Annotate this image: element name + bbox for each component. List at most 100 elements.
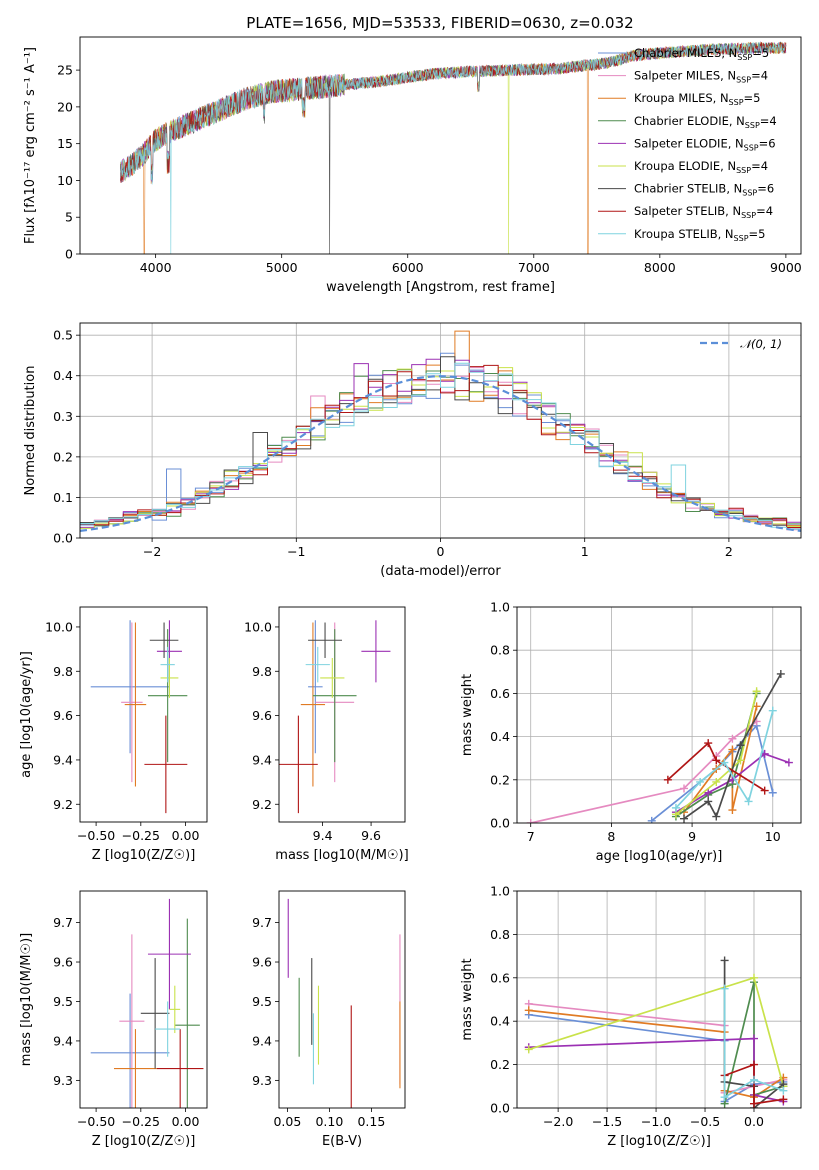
series-marker [779, 1086, 788, 1095]
series-marker [728, 745, 737, 754]
y-tick-label: 0.6 [490, 686, 510, 701]
plot-area [120, 41, 787, 254]
x-tick-label: 9000 [770, 260, 802, 275]
series-line [723, 988, 784, 1099]
x-tick-label: −0.25 [122, 828, 160, 843]
y-tick-label: 0.8 [490, 643, 510, 658]
x-tick-label: 9.6 [361, 828, 381, 843]
plot-area [80, 330, 801, 532]
panel-mass-vs-EBV: 0.05 0.10 0.15 9.3 9.4 9.5 9.6 9.7 E(B-V) [252, 890, 406, 1149]
y-tick-label: 0.6 [490, 970, 510, 985]
x-tick-label: −2 [143, 544, 161, 559]
y-tick-label: 1.0 [490, 884, 510, 899]
series-marker [784, 758, 793, 767]
x-tick-label: −1.0 [641, 1114, 671, 1129]
series-marker [768, 706, 777, 715]
y-axis-label: mass weight [460, 958, 475, 1040]
series-marker [760, 786, 769, 795]
series-marker [704, 797, 713, 806]
series-marker [712, 812, 721, 821]
y-tick-label: 9.8 [252, 664, 272, 679]
y-tick-label: 0.0 [490, 1101, 510, 1116]
y-tick-label: 0.2 [490, 1057, 510, 1072]
y-tick-label: 9.4 [53, 752, 73, 767]
y-tick-label: 0.2 [53, 449, 73, 464]
y-tick-label: 9.4 [252, 752, 272, 767]
series-marker [696, 777, 705, 786]
x-tick-label: 7000 [518, 260, 550, 275]
series-marker [704, 739, 713, 748]
series-marker [712, 777, 721, 786]
x-axis-label: (data-model)/error [380, 564, 501, 579]
series-marker [728, 734, 737, 743]
series-marker [720, 758, 729, 767]
y-tick-label: 9.6 [252, 708, 272, 723]
x-axis-label: E(B-V) [322, 1134, 362, 1149]
legend-entry: Kroupa MILES, NSSP=5 [634, 91, 760, 107]
x-tick-label: 0.05 [273, 1114, 301, 1129]
series-marker [720, 1093, 729, 1102]
series-marker [712, 756, 721, 765]
legend-entry: Chabrier ELODIE, NSSP=4 [634, 114, 777, 130]
series-marker [749, 1099, 758, 1108]
y-tick-label: 9.8 [53, 664, 73, 679]
x-tick-label: 7 [527, 829, 535, 844]
y-tick-label: 0.0 [490, 816, 510, 831]
series-marker [752, 687, 761, 696]
series-marker [524, 1045, 533, 1054]
x-tick-label: −1.5 [592, 1114, 622, 1129]
y-tick-label: 9.6 [53, 955, 73, 970]
axes-frame [79, 890, 208, 1109]
y-tick-label: 10.0 [45, 619, 73, 634]
x-axis-label: mass [log10(M/M☉)] [275, 848, 408, 863]
y-tick-label: 0.4 [53, 368, 73, 383]
x-tick-label: 9 [688, 829, 696, 844]
y-tick-label: 9.7 [53, 915, 73, 930]
y-axis-label: mass [log10(M/M☉)] [19, 933, 34, 1066]
series-marker [680, 784, 689, 793]
legend-entry: Chabrier STELIB, NSSP=6 [634, 182, 774, 198]
y-tick-label: 0.8 [490, 927, 510, 942]
panel-age-vs-Z: −0.50 −0.25 0.00 9.2 9.4 9.6 9.8 10.0 Z [log10(Z… [19, 606, 208, 863]
x-axis-label: Z [log10(Z/Z☉)] [92, 848, 196, 863]
y-tick-label: 9.4 [252, 1033, 272, 1048]
axes-frame [79, 606, 208, 823]
y-tick-label: 9.7 [252, 915, 272, 930]
series-marker [728, 806, 737, 815]
y-tick-label: 0.0 [53, 531, 73, 546]
y-tick-label: 9.3 [252, 1073, 272, 1088]
y-axis-label: mass weight [460, 674, 475, 756]
series-marker [768, 788, 777, 797]
y-tick-label: 9.2 [53, 797, 73, 812]
series-marker [779, 1095, 788, 1104]
y-tick-label: 25 [57, 63, 73, 78]
y-tick-label: 0.3 [53, 409, 73, 424]
y-tick-label: 5 [65, 210, 73, 225]
panel-spectrum: 4000 5000 6000 7000 8000 9000 0 5 10 15 20 25 wavele… [23, 36, 802, 295]
y-axis-label: Normed distribution [23, 366, 38, 496]
panel-age-vs-mass: 9.4 9.6 9.2 9.4 9.6 9.8 10.0 mass [log10(M/M☉)] [244, 606, 409, 863]
y-tick-label: 0.4 [490, 729, 510, 744]
plot-area [524, 956, 788, 1108]
x-tick-label: −0.50 [77, 1114, 115, 1129]
y-tick-label: 0.5 [53, 328, 73, 343]
x-tick-label: 0.0 [744, 1114, 764, 1129]
x-tick-label: 0.00 [172, 1114, 200, 1129]
spectrum-line [120, 41, 787, 183]
series-marker [663, 775, 672, 784]
series-marker [647, 816, 656, 823]
y-tick-label: 9.5 [252, 994, 272, 1009]
legend-entry: Salpeter STELIB, NSSP=4 [634, 204, 773, 220]
plot-area [526, 669, 793, 823]
series-line [667, 741, 766, 792]
x-tick-label: −0.25 [122, 1114, 160, 1129]
series-marker [704, 788, 713, 797]
y-tick-label: 0.4 [490, 1014, 510, 1029]
x-tick-label: 0 [437, 544, 445, 559]
legend-entry: Salpeter MILES, NSSP=4 [634, 69, 768, 85]
series-marker [671, 803, 680, 812]
plot-area [90, 898, 204, 1108]
y-tick-label: 9.6 [252, 955, 272, 970]
series-marker [526, 819, 535, 823]
x-axis-label: wavelength [Angstrom, rest frame] [326, 280, 555, 295]
